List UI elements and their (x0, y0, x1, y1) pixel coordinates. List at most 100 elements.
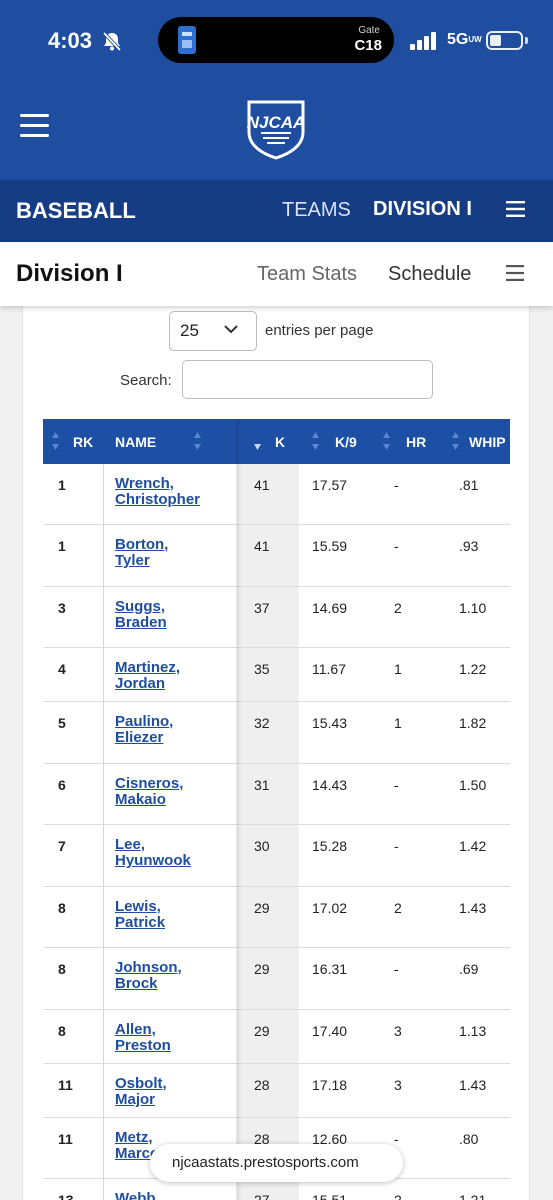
app-header: 4:03 Gate C18 5GUW NJCAA (0, 0, 553, 180)
gate-label: Gate (358, 25, 380, 36)
player-name-link[interactable]: Metz, Marco (115, 1130, 225, 1162)
nav-division[interactable]: DIVISION I (373, 198, 472, 220)
k-cell: 27 (254, 1192, 270, 1200)
player-last-name: Wrench, (115, 475, 174, 492)
k9-cell: 15.51 (312, 1192, 348, 1200)
battery-tip (525, 37, 528, 44)
table-row: 7 30 15.28 - 1.42 Lee, Hyunwook (43, 825, 510, 887)
player-name-link[interactable]: Wrench, Christopher (115, 476, 225, 508)
hr-cell: 1 (394, 715, 402, 731)
player-last-name: Osbolt, (115, 1075, 167, 1092)
column-header-rk[interactable]: RK (73, 434, 94, 450)
hr-cell: 1 (394, 661, 402, 677)
rank-cell: 6 (58, 777, 66, 793)
bell-slash-icon (102, 31, 122, 52)
table-row: 8 29 16.31 - .69 Johnson, Brock (43, 948, 510, 1010)
table-row: 11 28 17.18 3 1.43 Osbolt, Major (43, 1064, 510, 1118)
sport-menu-icon[interactable] (506, 201, 525, 217)
player-first-name: Eliezer (115, 729, 164, 746)
submenu-icon[interactable] (506, 265, 524, 281)
whip-cell: .69 (459, 961, 479, 977)
player-last-name: Suggs, (115, 598, 166, 615)
chevron-down-icon (224, 325, 238, 334)
player-first-name: Preston (115, 1037, 171, 1054)
sort-icon[interactable] (311, 430, 320, 452)
hr-cell: 3 (394, 1023, 402, 1039)
whip-cell: 1.82 (459, 715, 487, 731)
player-name-link[interactable]: Lewis, Patrick (115, 899, 225, 931)
hr-cell: - (394, 961, 399, 977)
k-cell: 35 (254, 661, 270, 677)
hr-cell: - (394, 538, 399, 554)
player-name-link[interactable]: Osbolt, Major (115, 1076, 225, 1108)
player-name-link[interactable]: Lee, Hyunwook (115, 837, 225, 869)
player-last-name: Lee, (115, 836, 146, 853)
player-first-name: Major (115, 1091, 156, 1108)
njcaa-logo[interactable]: NJCAA (243, 98, 309, 160)
table-row: 4 35 11.67 1 1.22 Martinez, Jordan (43, 648, 510, 702)
k9-cell: 17.57 (312, 477, 348, 493)
table-row: 3 37 14.69 2 1.10 Suggs, Braden (43, 587, 510, 648)
search-label: Search: (120, 372, 172, 389)
whip-cell: 1.43 (459, 1077, 487, 1093)
whip-cell: 1.50 (459, 777, 487, 793)
player-name-link[interactable]: Cisneros, Makaio (115, 776, 225, 808)
whip-cell: .80 (459, 1131, 479, 1147)
whip-cell: 1.42 (459, 838, 487, 854)
column-header-whip[interactable]: WHIP (469, 434, 506, 450)
rank-cell: 4 (58, 661, 66, 677)
tab-team-stats[interactable]: Team Stats (257, 263, 358, 285)
battery-icon (486, 31, 523, 50)
whip-cell: 1.10 (459, 600, 487, 616)
rank-cell: 5 (58, 715, 66, 731)
svg-text:NJCAA: NJCAA (247, 113, 306, 132)
player-name-link[interactable]: Johnson, Brock (115, 960, 225, 992)
column-header-name[interactable]: NAME (115, 434, 157, 450)
sport-title[interactable]: BASEBALL (16, 198, 136, 223)
hr-cell: 2 (394, 600, 402, 616)
sort-active-icon[interactable] (253, 430, 262, 452)
search-input[interactable] (182, 360, 433, 399)
column-header-k[interactable]: K (275, 434, 286, 450)
rank-cell: 11 (58, 1077, 73, 1093)
status-time: 4:03 (48, 28, 93, 53)
rank-cell: 1 (58, 477, 66, 493)
sort-icon[interactable] (51, 430, 60, 452)
player-last-name: Lewis, (115, 898, 161, 915)
main-menu-button[interactable] (20, 114, 49, 138)
player-name-link[interactable]: Webb, (115, 1191, 225, 1200)
rank-cell: 8 (58, 900, 66, 916)
k-cell: 32 (254, 715, 270, 731)
whip-cell: .93 (459, 538, 479, 554)
player-first-name: Makaio (115, 791, 166, 808)
player-first-name: Marco (115, 1145, 160, 1162)
table-row: 8 29 17.02 2 1.43 Lewis, Patrick (43, 887, 510, 948)
hr-cell: - (394, 838, 399, 854)
dynamic-island[interactable]: Gate C18 (158, 17, 394, 63)
k-cell: 37 (254, 600, 270, 616)
k9-cell: 17.18 (312, 1077, 348, 1093)
k-cell: 28 (254, 1131, 270, 1147)
rank-cell: 3 (58, 600, 66, 616)
nav-teams[interactable]: TEAMS (282, 199, 351, 221)
column-header-k9[interactable]: K/9 (335, 434, 357, 450)
player-last-name: Cisneros, (115, 775, 184, 792)
table-row: 8 29 17.40 3 1.13 Allen, Preston (43, 1010, 510, 1064)
player-name-link[interactable]: Martinez, Jordan (115, 660, 225, 692)
sort-icon[interactable] (382, 430, 391, 452)
sort-icon[interactable] (193, 430, 202, 452)
player-name-link[interactable]: Allen, Preston (115, 1022, 225, 1054)
k9-cell: 15.43 (312, 715, 348, 731)
sort-icon[interactable] (451, 430, 460, 452)
player-name-link[interactable]: Paulino, Eliezer (115, 714, 225, 746)
entries-per-page-select[interactable]: 25 (169, 311, 257, 351)
player-name-link[interactable]: Suggs, Braden (115, 599, 225, 631)
k-cell: 29 (254, 1023, 270, 1039)
player-name-link[interactable]: Borton, Tyler (115, 537, 225, 569)
browser-url-bar[interactable]: njcaastats.prestosports.com (150, 1144, 403, 1182)
column-header-hr[interactable]: HR (406, 434, 427, 450)
tab-schedule[interactable]: Schedule (388, 263, 472, 285)
player-last-name: Webb, (115, 1190, 160, 1200)
gate-value: C18 (354, 37, 382, 54)
rank-cell: 1 (58, 538, 66, 554)
